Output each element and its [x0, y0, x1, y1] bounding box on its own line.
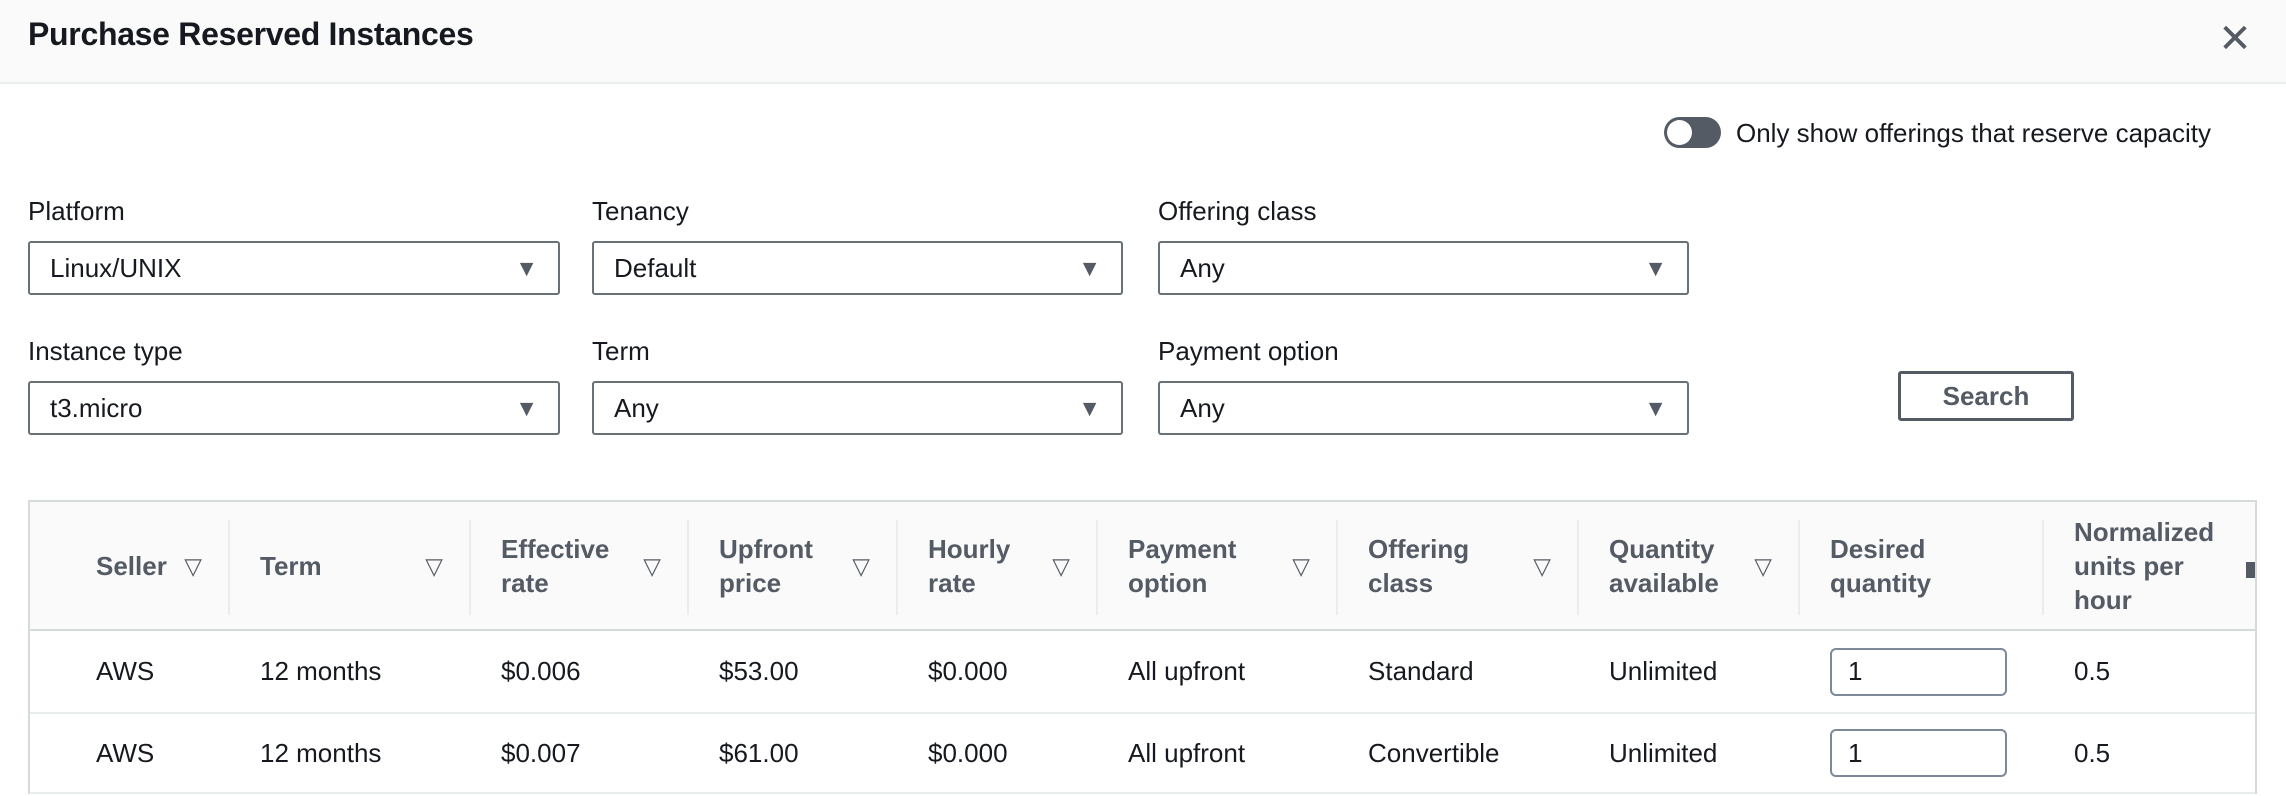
column-header-seller: Seller ▽: [96, 550, 202, 581]
offerings-table: Seller ▽ Term ▽ Effective rate ▽ Upfront…: [28, 500, 2257, 794]
sort-icon[interactable]: ▽: [852, 552, 870, 579]
cell-hourly-rate: $0.000: [928, 737, 1008, 768]
cell-seller: AWS: [96, 656, 155, 686]
offering-class-select[interactable]: Any ▼: [1158, 241, 1689, 295]
table-row[interactable]: AWS 12 months $0.007 $61.00 $0.000 All u…: [30, 714, 2255, 794]
desired-quantity-input[interactable]: [1830, 729, 2007, 777]
cell-upfront-price: $61.00: [719, 737, 799, 768]
filter-term: Term Any ▼: [592, 336, 1123, 435]
chevron-down-icon: ▼: [1644, 254, 1667, 281]
tenancy-selected-value: Default: [614, 252, 697, 283]
filter-offering-class: Offering class Any ▼: [1158, 196, 1689, 295]
cell-offering-class: Standard: [1368, 656, 1474, 686]
term-selected-value: Any: [614, 392, 659, 423]
term-select[interactable]: Any ▼: [592, 381, 1123, 435]
cell-hourly-rate: $0.000: [928, 656, 1008, 686]
column-header-offering-class: Offering class ▽: [1336, 502, 1577, 629]
chevron-down-icon: ▼: [1078, 254, 1101, 281]
column-header-desired-quantity: Desired quantity: [1798, 502, 2042, 629]
cell-quantity-available: Unlimited: [1609, 656, 1718, 686]
platform-label: Platform: [28, 196, 125, 226]
cell-seller: AWS: [96, 737, 155, 768]
sort-icon[interactable]: ▽: [1754, 552, 1772, 579]
table-header-row: Seller ▽ Term ▽ Effective rate ▽ Upfront…: [30, 500, 2255, 631]
close-icon[interactable]: ✕: [2218, 17, 2252, 61]
offering-class-selected-value: Any: [1180, 252, 1225, 283]
cell-normalized-units: 0.5: [2074, 737, 2111, 768]
term-label: Term: [592, 336, 650, 366]
chevron-down-icon: ▼: [515, 254, 538, 281]
chevron-down-icon: ▼: [515, 394, 538, 421]
instance-type-select[interactable]: t3.micro ▼: [28, 381, 560, 435]
cell-payment-option: All upfront: [1128, 656, 1246, 686]
sort-icon[interactable]: ▽: [1533, 552, 1551, 579]
table-row[interactable]: AWS 12 months $0.006 $53.00 $0.000 All u…: [30, 631, 2255, 714]
sort-icon[interactable]: ▽: [643, 552, 661, 579]
platform-selected-value: Linux/UNIX: [50, 252, 182, 283]
cell-payment-option: All upfront: [1128, 737, 1246, 768]
column-header-upfront-price: Upfront price ▽: [687, 502, 896, 629]
cell-normalized-units: 0.5: [2074, 656, 2111, 686]
filter-tenancy: Tenancy Default ▼: [592, 196, 1123, 295]
tenancy-label: Tenancy: [592, 196, 689, 226]
cell-effective-rate: $0.007: [501, 737, 581, 768]
cell-desired-quantity: [1798, 729, 2042, 777]
instance-type-selected-value: t3.micro: [50, 392, 143, 423]
sort-icon[interactable]: ▽: [184, 552, 202, 579]
filter-payment-option: Payment option Any ▼: [1158, 336, 1689, 435]
column-header-quantity-available: Quantity available ▽: [1577, 502, 1798, 629]
desired-quantity-input[interactable]: [1830, 647, 2007, 696]
cell-quantity-available: Unlimited: [1609, 737, 1718, 768]
cell-effective-rate: $0.006: [501, 656, 581, 686]
search-button[interactable]: Search: [1898, 371, 2074, 421]
instance-type-label: Instance type: [28, 336, 183, 366]
filter-platform: Platform Linux/UNIX ▼: [28, 196, 560, 295]
payment-option-label: Payment option: [1158, 336, 1339, 366]
column-header-normalized-units: Normalized units per hour: [2042, 502, 2255, 629]
reserve-capacity-toggle[interactable]: [1664, 117, 1721, 148]
cell-offering-class: Convertible: [1368, 737, 1500, 768]
payment-option-select[interactable]: Any ▼: [1158, 381, 1689, 435]
page-title: Purchase Reserved Instances: [28, 16, 474, 52]
filter-instance-type: Instance type t3.micro ▼: [28, 336, 560, 435]
toggle-knob: [1667, 120, 1692, 145]
column-header-hourly-rate: Hourly rate ▽: [896, 502, 1096, 629]
clipped-sort-icon: [2246, 562, 2255, 578]
column-header-payment-option: Payment option ▽: [1096, 502, 1336, 629]
reserve-capacity-toggle-label: Only show offerings that reserve capacit…: [1736, 118, 2211, 148]
offering-class-label: Offering class: [1158, 196, 1317, 226]
sort-icon[interactable]: ▽: [1052, 552, 1070, 579]
chevron-down-icon: ▼: [1644, 394, 1667, 421]
modal-header: Purchase Reserved Instances ✕: [0, 0, 2286, 84]
sort-icon[interactable]: ▽: [1292, 552, 1310, 579]
payment-option-selected-value: Any: [1180, 392, 1225, 423]
cell-term: 12 months: [260, 656, 382, 686]
tenancy-select[interactable]: Default ▼: [592, 241, 1123, 295]
column-header-term: Term ▽: [228, 502, 469, 629]
chevron-down-icon: ▼: [1078, 394, 1101, 421]
cell-desired-quantity: [1798, 647, 2042, 696]
sort-icon[interactable]: ▽: [425, 552, 443, 579]
platform-select[interactable]: Linux/UNIX ▼: [28, 241, 560, 295]
cell-upfront-price: $53.00: [719, 656, 799, 686]
column-header-effective-rate: Effective rate ▽: [469, 502, 687, 629]
cell-term: 12 months: [260, 737, 382, 768]
